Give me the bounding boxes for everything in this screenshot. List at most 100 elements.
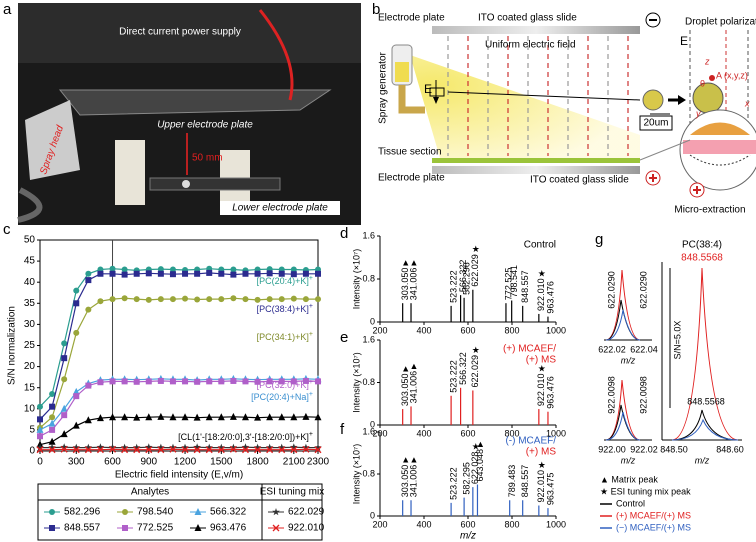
annotation: [PC(34:1)+K]+ [257,331,313,343]
compound-label: PC(38:4) [682,240,722,251]
legend-label: ★ ESI tuning mix peak [600,486,691,496]
annotation: [PC(20:4)+Na]+ [251,391,313,403]
data-point [206,269,213,276]
data-point [96,414,104,422]
legend-label: (+) MCAEF/(+) MS [616,510,691,520]
data-point [272,524,280,532]
diagram-label: ITO coated glass slide [530,175,629,186]
data-point [290,271,297,278]
legend-label: 566.322 [210,507,247,518]
y-tick-label: 40 [24,277,36,288]
peak-label: 848.557 [520,465,530,498]
peak-label: 341.006 [408,268,418,301]
y-tick-label: 0 [29,446,35,457]
data-point [97,379,104,386]
panel-title: (+) MS [526,355,557,366]
data-point [169,296,176,303]
panel-title: Control [524,240,556,251]
data-point [254,296,261,303]
data-point [85,382,92,389]
panel-label: b [372,1,380,18]
panel-title: (+) MS [526,447,557,458]
data-point [266,296,273,303]
data-point [181,413,189,421]
peak-label: 303.050 [400,465,410,498]
diagram-label: 20um [643,118,668,129]
tick-label: 848.60 [716,444,744,454]
panel-label: g [595,231,603,248]
data-point [266,270,273,277]
x-tick-label: 600 [460,325,475,335]
data-point [145,413,153,421]
data-point [218,296,225,303]
legend-label: Control [616,498,645,508]
data-point [290,295,297,302]
data-point [49,391,56,398]
peak-label: 622.029 [470,254,480,287]
data-point [266,378,273,385]
peak-marker: ▲ [410,258,419,268]
data-point [85,277,92,284]
legend-label: 922.010 [288,523,325,534]
scale-box [639,115,673,131]
diagram-label: Electrode plate [378,13,445,24]
data-point [266,446,274,454]
data-point [241,413,249,421]
legend-label: ▲ Matrix peak [600,474,658,484]
data-point [157,377,164,384]
data-point [169,445,177,453]
data-point [49,403,56,410]
legend-label: 772.525 [137,523,174,534]
data-point [49,426,56,433]
y-tick-label: 5 [29,425,35,436]
annotation-text: [CL(1'-[18:2/0:0],3'-[18:2/0:0])+K] [178,432,309,442]
peak-label: 772.525 [503,268,513,301]
y-tick-label: 1.6 [362,334,375,344]
x-tick-label: 400 [416,519,431,529]
annotation-sup: + [309,275,313,282]
tick-label: 922.00 [598,444,626,454]
diagram-label: Uniform electric field [485,40,576,51]
annotation: [PC(38:4)+K]+ [257,303,313,315]
peak-label: 922.010 [536,470,546,503]
data-point [242,270,249,277]
peak-label: 523.222 [448,467,458,500]
data-point [205,413,213,421]
legend-label: 622.029 [288,507,325,518]
legend-frame [37,483,323,541]
data-point [73,300,80,307]
data-point [169,413,177,421]
data-point [217,413,225,421]
x-tick-label: 900 [140,457,157,468]
diagram-label: E [424,82,432,96]
label-box [220,201,340,215]
data-point [49,525,55,531]
peak-label: 566.322 [458,260,468,293]
peak-label: 922.010 [536,374,546,407]
data-point [290,378,297,385]
peak-label: 622.0290 [606,271,616,309]
data-point [266,413,274,421]
data-point [230,377,237,384]
data-point [61,355,68,362]
peak-label: 963.475 [545,473,555,506]
data-point [242,378,249,385]
data-point [314,446,322,454]
x-tick-label: 400 [416,325,431,335]
x-tick-label: 300 [68,457,85,468]
y-tick-label: 20 [24,361,36,372]
data-point [157,266,164,273]
diagram-label: x [744,98,750,108]
y-tick-label: 1.6 [362,230,375,240]
y-tick-label: 0.8 [362,468,375,478]
x-tick-label: 600 [460,428,475,438]
panel-label: f [340,421,345,438]
data-point [157,446,165,454]
peak-label: 622.0290 [638,271,648,309]
schematic [391,12,756,198]
diagram-label: Micro-extraction [674,205,745,216]
data-point [169,271,176,278]
y-axis-label: S/N normalization [7,306,18,385]
data-point [193,413,201,421]
legend-label: 798.540 [137,507,174,518]
